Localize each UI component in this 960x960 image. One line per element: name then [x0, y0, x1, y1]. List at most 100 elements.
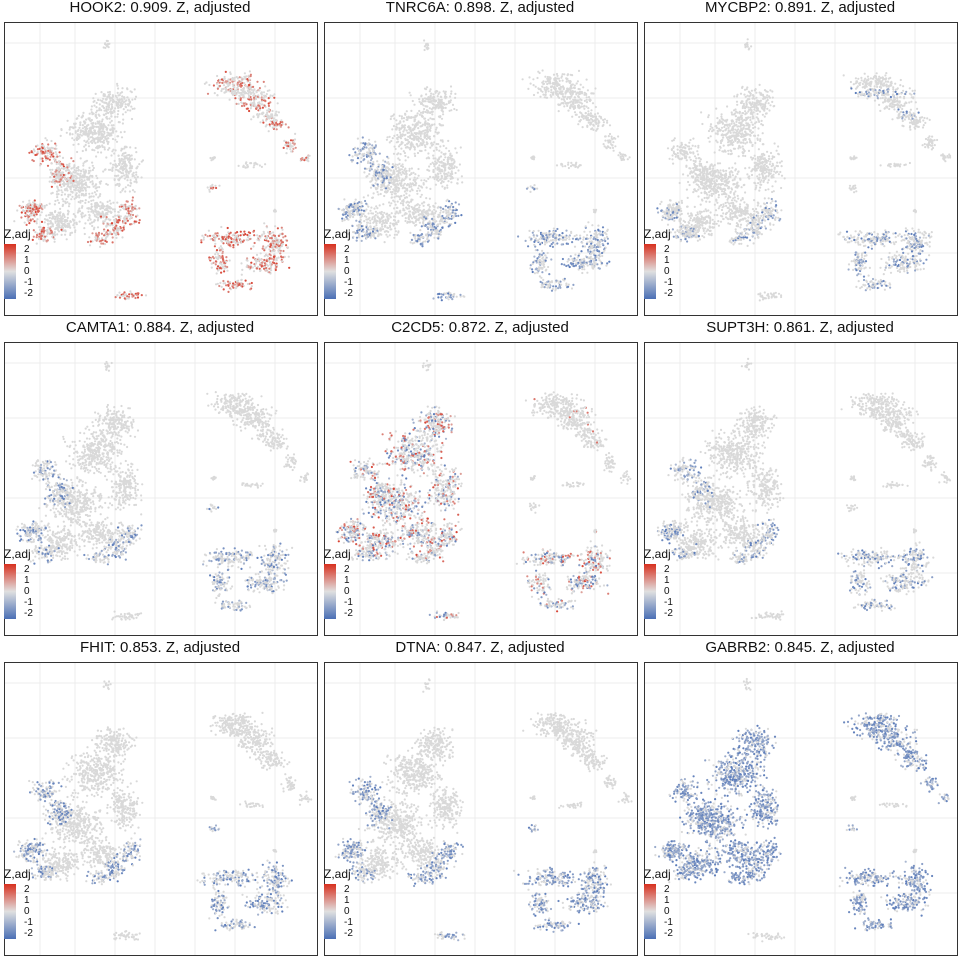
cell-point [51, 191, 54, 194]
cell-point [227, 290, 230, 293]
cell-point [100, 109, 103, 112]
cell-point [403, 190, 406, 193]
cell-point [277, 242, 280, 245]
cell-point [125, 200, 128, 203]
cell-point [365, 146, 368, 149]
cell-point [218, 247, 221, 250]
cell-point [448, 149, 451, 153]
cell-point [233, 283, 236, 286]
cell-point [68, 165, 71, 168]
cell-point [234, 241, 237, 244]
cell-point [77, 168, 80, 172]
cell-point [279, 249, 282, 252]
cell-point [213, 156, 216, 159]
cell-point [61, 156, 65, 159]
cell-point [363, 215, 367, 218]
cell-point [94, 115, 97, 118]
cell-point [87, 172, 90, 175]
cell-point [250, 281, 253, 285]
cell-point [91, 161, 94, 164]
cell-point [116, 201, 119, 204]
cell-point [378, 211, 381, 214]
cell-point [356, 162, 359, 165]
cell-point [72, 176, 75, 179]
cell-point [420, 114, 423, 117]
cell-point [407, 156, 410, 159]
cell-point [116, 113, 119, 116]
cell-point [97, 122, 100, 125]
cell-point [348, 154, 351, 157]
cell-point [424, 234, 428, 237]
cell-point [76, 183, 79, 186]
cell-point [238, 80, 241, 83]
cell-point [273, 249, 276, 253]
cell-point [422, 222, 425, 225]
cell-point [426, 226, 429, 229]
cell-point [277, 248, 280, 251]
cell-point [48, 216, 51, 219]
cell-point [269, 237, 272, 240]
cell-point [119, 215, 122, 218]
cell-point [56, 190, 59, 193]
cell-point [416, 192, 419, 195]
cell-point [268, 271, 271, 274]
cell-point [218, 267, 222, 270]
cell-point [120, 171, 123, 175]
cell-point [285, 244, 288, 247]
cell-point [371, 196, 374, 199]
cell-point [371, 177, 374, 180]
cell-point [440, 117, 444, 120]
cell-point [441, 170, 444, 173]
cell-point [80, 206, 84, 209]
cell-point [405, 118, 408, 121]
cell-point [214, 232, 217, 235]
cell-point [230, 77, 233, 81]
cell-point [242, 86, 245, 90]
cell-point [111, 224, 114, 227]
cell-point [33, 199, 36, 202]
cell-point [233, 240, 236, 243]
cell-point [448, 200, 451, 203]
cell-point [275, 128, 278, 131]
cell-point [83, 173, 86, 176]
cell-point [414, 184, 417, 187]
cell-point [49, 155, 52, 158]
umap-scatter [325, 23, 637, 315]
cell-point [82, 132, 85, 135]
cell-point [138, 163, 141, 166]
cell-point [73, 188, 76, 191]
cell-point [140, 294, 143, 297]
cell-point [389, 222, 392, 225]
cell-point [90, 108, 93, 111]
cell-point [420, 132, 423, 135]
cell-point [358, 207, 361, 210]
cell-point [409, 215, 412, 218]
cell-point [123, 96, 126, 99]
cell-point [267, 109, 271, 112]
cell-point [419, 121, 422, 124]
cell-point [66, 219, 69, 222]
cell-point [395, 175, 398, 178]
cell-point [437, 173, 440, 176]
cell-point [418, 98, 421, 101]
cell-point [410, 238, 413, 241]
cell-point [353, 213, 356, 216]
cell-point [371, 163, 374, 166]
cell-point [454, 92, 457, 95]
cell-point [89, 119, 92, 123]
cell-point [58, 151, 61, 154]
cell-point [64, 188, 68, 191]
cell-point [376, 177, 379, 180]
cell-point [221, 81, 224, 84]
cell-point [252, 94, 255, 97]
cell-point [218, 84, 222, 88]
cell-point [409, 231, 412, 234]
cell-point [374, 182, 377, 185]
cell-point [68, 133, 72, 136]
cell-point [123, 291, 126, 294]
cell-point [424, 120, 427, 123]
cell-point [50, 153, 53, 156]
cell-point [413, 148, 416, 151]
cell-point [97, 125, 100, 128]
cell-point [77, 209, 80, 212]
